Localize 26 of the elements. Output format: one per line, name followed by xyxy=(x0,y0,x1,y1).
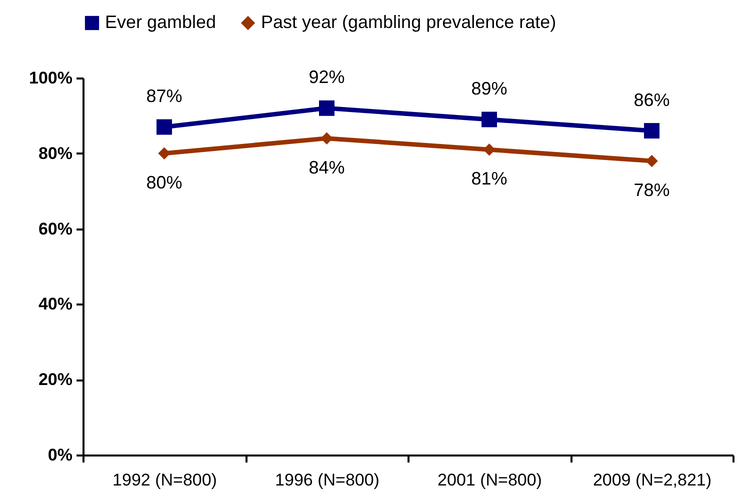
point xyxy=(482,112,497,128)
legend-label: Past year (gambling prevalence rate) xyxy=(261,12,556,32)
x-tick-label: 1996 (N=800) xyxy=(275,470,380,490)
point xyxy=(319,100,334,116)
point xyxy=(156,119,172,135)
x-tick-label: 2001 (N=800) xyxy=(438,470,542,490)
y-tick-label: 60% xyxy=(38,219,72,238)
data-label: 92% xyxy=(308,67,345,88)
data-label: 84% xyxy=(308,157,345,178)
data-label: 78% xyxy=(634,180,670,200)
legend-label: Ever gambled xyxy=(105,12,216,32)
data-label: 87% xyxy=(146,86,182,106)
y-tick-label: 100% xyxy=(29,68,72,88)
point xyxy=(644,123,660,139)
data-label: 86% xyxy=(634,90,670,110)
data-label: 89% xyxy=(471,78,508,98)
y-tick-label: 40% xyxy=(38,294,72,314)
point xyxy=(158,147,170,160)
x-tick-label: 1992 (N=800) xyxy=(112,470,217,490)
x-tick-label: 2009 (N=2,821) xyxy=(592,470,712,490)
y-tick-label: 20% xyxy=(38,370,72,390)
data-label: 80% xyxy=(146,172,182,192)
point xyxy=(646,154,658,168)
y-tick-label: 0% xyxy=(48,446,72,464)
data-label: 81% xyxy=(471,168,508,189)
y-tick-label: 80% xyxy=(38,144,72,163)
